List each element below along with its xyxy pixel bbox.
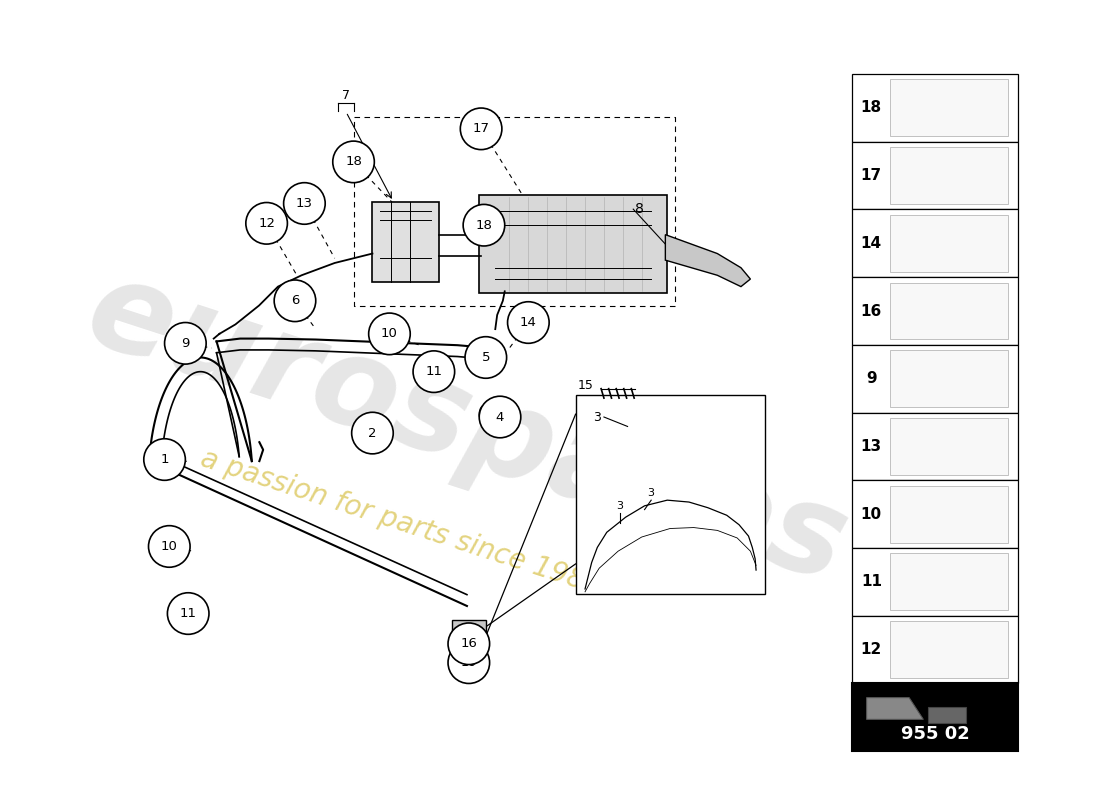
- Circle shape: [148, 526, 190, 567]
- Bar: [852, 480, 1018, 548]
- Bar: [852, 277, 1018, 345]
- Circle shape: [245, 202, 287, 244]
- Text: 13: 13: [296, 197, 312, 210]
- Circle shape: [414, 351, 454, 393]
- Circle shape: [144, 438, 186, 480]
- Text: a passion for parts since 1985: a passion for parts since 1985: [197, 445, 605, 601]
- Bar: [890, 282, 1009, 339]
- Bar: [890, 79, 1009, 136]
- Text: 10: 10: [161, 540, 178, 553]
- Text: 4: 4: [496, 410, 504, 423]
- Circle shape: [448, 642, 490, 683]
- Text: 12: 12: [860, 642, 882, 657]
- Bar: [575, 395, 764, 594]
- Bar: [852, 548, 1018, 616]
- Text: 15: 15: [578, 379, 594, 392]
- Circle shape: [167, 593, 209, 634]
- Bar: [852, 74, 1018, 142]
- Bar: [373, 202, 439, 282]
- Circle shape: [284, 182, 326, 224]
- Text: 11: 11: [861, 574, 882, 590]
- Text: 5: 5: [482, 351, 491, 364]
- FancyBboxPatch shape: [480, 195, 668, 294]
- Circle shape: [463, 205, 505, 246]
- Circle shape: [165, 322, 206, 364]
- Bar: [852, 210, 1018, 277]
- Polygon shape: [666, 234, 750, 286]
- Text: 9: 9: [182, 337, 189, 350]
- Bar: [890, 621, 1009, 678]
- Circle shape: [352, 412, 393, 454]
- Bar: [852, 683, 1018, 751]
- Text: 16: 16: [461, 656, 476, 669]
- Text: 3: 3: [593, 410, 601, 423]
- Bar: [890, 486, 1009, 542]
- Text: 16: 16: [461, 638, 477, 650]
- Text: 13: 13: [861, 439, 882, 454]
- Text: 11: 11: [426, 365, 442, 378]
- Text: 2: 2: [368, 426, 376, 439]
- Text: 7: 7: [342, 90, 350, 102]
- Circle shape: [333, 141, 374, 182]
- Text: 955 02: 955 02: [901, 726, 969, 743]
- Text: 10: 10: [861, 506, 882, 522]
- Text: 14: 14: [520, 316, 537, 329]
- Polygon shape: [928, 707, 966, 723]
- Bar: [890, 418, 1009, 475]
- Ellipse shape: [480, 405, 493, 424]
- Text: 18: 18: [345, 155, 362, 168]
- Circle shape: [448, 623, 490, 665]
- Bar: [852, 142, 1018, 210]
- Bar: [852, 616, 1018, 683]
- Text: 1: 1: [161, 453, 168, 466]
- Text: 14: 14: [861, 236, 882, 251]
- Bar: [890, 147, 1009, 204]
- Text: eurospares: eurospares: [73, 249, 861, 608]
- Text: 8: 8: [635, 202, 643, 216]
- Text: 6: 6: [290, 294, 299, 307]
- Circle shape: [465, 337, 507, 378]
- Text: 17: 17: [861, 168, 882, 183]
- Circle shape: [274, 280, 316, 322]
- Text: 3: 3: [616, 501, 624, 511]
- Bar: [890, 350, 1009, 407]
- Bar: [852, 345, 1018, 413]
- Text: 9: 9: [866, 371, 877, 386]
- Bar: [493, 406, 514, 422]
- Bar: [890, 215, 1009, 272]
- Bar: [452, 620, 486, 641]
- Polygon shape: [867, 698, 923, 719]
- Circle shape: [507, 302, 549, 343]
- Bar: [852, 413, 1018, 480]
- Text: 3: 3: [648, 487, 654, 498]
- Text: 17: 17: [473, 122, 490, 135]
- Text: 16: 16: [860, 303, 882, 318]
- Text: 18: 18: [861, 100, 882, 115]
- Circle shape: [368, 313, 410, 354]
- Circle shape: [480, 396, 520, 438]
- Bar: [890, 554, 1009, 610]
- Text: 18: 18: [475, 218, 493, 232]
- Text: 10: 10: [381, 327, 398, 340]
- Text: 12: 12: [258, 217, 275, 230]
- Circle shape: [460, 108, 502, 150]
- Text: 11: 11: [179, 607, 197, 620]
